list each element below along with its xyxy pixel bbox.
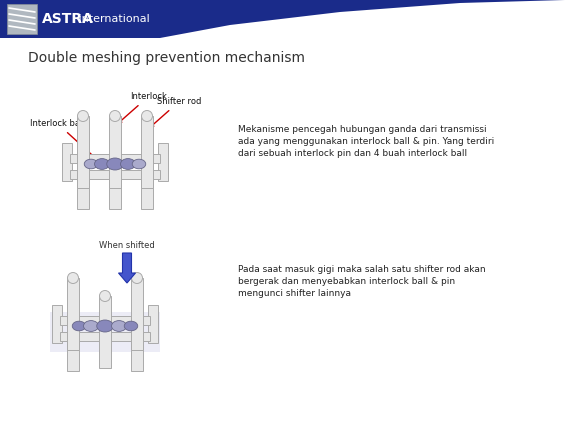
Ellipse shape bbox=[132, 159, 146, 169]
Ellipse shape bbox=[84, 321, 98, 331]
Ellipse shape bbox=[124, 321, 138, 331]
Text: Interlock ball: Interlock ball bbox=[30, 119, 99, 161]
Ellipse shape bbox=[94, 159, 110, 169]
Circle shape bbox=[99, 291, 111, 302]
Bar bbox=[0, 0, 565, 38]
FancyArrow shape bbox=[119, 253, 136, 283]
Text: ASTRA: ASTRA bbox=[42, 12, 94, 26]
Bar bbox=[99, 341, 111, 353]
Bar bbox=[99, 296, 111, 368]
Bar bbox=[158, 143, 168, 181]
Ellipse shape bbox=[120, 159, 136, 169]
Text: When shifted: When shifted bbox=[99, 241, 155, 250]
Ellipse shape bbox=[107, 158, 123, 170]
Ellipse shape bbox=[84, 159, 98, 169]
Polygon shape bbox=[160, 0, 565, 38]
Bar bbox=[67, 278, 79, 350]
Circle shape bbox=[141, 110, 153, 121]
Text: Mekanisme pencegah hubungan ganda dari transmissi
ada yang menggunakan interlock: Mekanisme pencegah hubungan ganda dari t… bbox=[238, 125, 494, 158]
Bar bbox=[60, 332, 150, 341]
Bar bbox=[67, 341, 79, 371]
Bar bbox=[109, 179, 121, 209]
Ellipse shape bbox=[72, 321, 86, 331]
Ellipse shape bbox=[111, 321, 127, 331]
Bar bbox=[131, 341, 143, 371]
Text: international: international bbox=[75, 14, 150, 24]
Bar bbox=[60, 316, 150, 325]
Bar bbox=[77, 179, 89, 209]
Bar bbox=[77, 116, 89, 188]
Circle shape bbox=[132, 272, 142, 283]
Bar bbox=[148, 305, 158, 343]
Bar bbox=[50, 312, 160, 352]
Bar bbox=[7, 4, 37, 34]
Bar bbox=[141, 179, 153, 209]
Text: Interlock: Interlock bbox=[118, 92, 167, 123]
Bar bbox=[70, 154, 160, 163]
Ellipse shape bbox=[97, 320, 113, 332]
Circle shape bbox=[77, 110, 89, 121]
Bar bbox=[70, 170, 160, 179]
Bar bbox=[62, 143, 72, 181]
Bar bbox=[52, 305, 62, 343]
Circle shape bbox=[110, 110, 120, 121]
Text: Pada saat masuk gigi maka salah satu shifter rod akan
bergerak dan menyebabkan i: Pada saat masuk gigi maka salah satu shi… bbox=[238, 265, 486, 298]
Bar bbox=[109, 116, 121, 188]
Bar bbox=[141, 116, 153, 188]
Bar bbox=[131, 278, 143, 350]
Text: Shifter rod: Shifter rod bbox=[150, 97, 201, 127]
Text: Double meshing prevention mechanism: Double meshing prevention mechanism bbox=[28, 51, 305, 65]
Circle shape bbox=[67, 272, 79, 283]
